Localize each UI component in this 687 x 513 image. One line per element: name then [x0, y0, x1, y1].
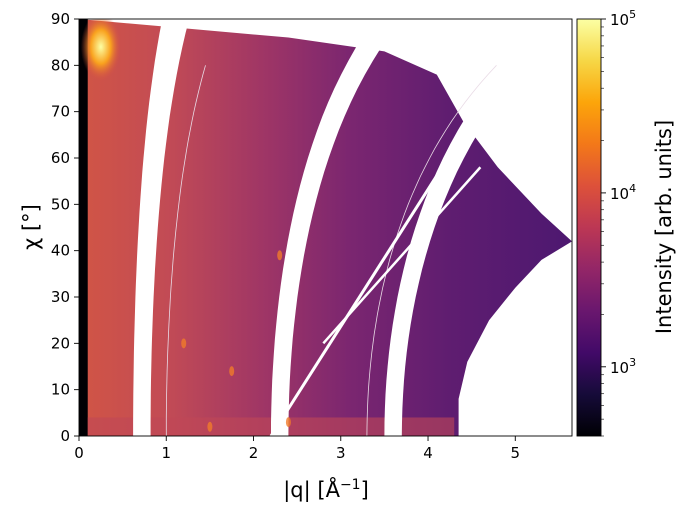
detector-gap — [271, 19, 402, 436]
colorbar-label: Intensity [arb. units] — [652, 120, 676, 334]
horizon-band — [87, 417, 455, 436]
y-tick-label: 10 — [51, 381, 70, 399]
colorbar-ticks: 103 104 105 — [601, 8, 636, 437]
y-tick-label: 90 — [51, 10, 70, 28]
module-boundary — [366, 65, 497, 436]
y-tick-label: 30 — [51, 288, 70, 306]
y-tick-label: 0 — [60, 427, 70, 445]
detector-gap — [384, 19, 572, 436]
module-boundary — [165, 65, 206, 436]
x-tick-label: 0 — [74, 444, 84, 462]
y-tick-label: 60 — [51, 149, 70, 167]
y-tick-label: 50 — [51, 195, 70, 213]
colorbar — [576, 18, 602, 437]
x-axis: 0 1 2 3 4 5 — [74, 436, 520, 462]
peak — [229, 366, 235, 377]
heatmap-image — [79, 19, 572, 436]
y-tick-label: 20 — [51, 334, 70, 352]
x-tick-label: 5 — [511, 444, 521, 462]
x-axis-label-sup: −1 — [340, 477, 361, 493]
x-tick-label: 3 — [336, 444, 346, 462]
beamstop-strip — [79, 19, 88, 436]
y-tick-label: 40 — [51, 242, 70, 260]
detector-edge — [322, 166, 482, 345]
x-tick-label: 1 — [161, 444, 171, 462]
y-axis: 0 10 20 30 40 50 60 70 80 90 — [51, 10, 79, 445]
y-tick-label: 80 — [51, 56, 70, 74]
plot-frame — [78, 18, 573, 437]
peak — [285, 417, 291, 428]
peak — [207, 421, 213, 432]
x-tick-label: 2 — [249, 444, 259, 462]
detector-gap — [133, 19, 190, 436]
x-tick-label: 4 — [423, 444, 433, 462]
peak — [277, 250, 283, 261]
colorbar-tick-label: 105 — [610, 8, 636, 29]
y-axis-label: χ [°] — [19, 204, 43, 250]
x-axis-label-main: |q| [Å — [283, 476, 340, 503]
x-axis-label-end: ] — [361, 478, 369, 502]
heatmap-region — [79, 19, 572, 436]
colorbar-tick-label: 103 — [610, 356, 636, 377]
peak — [181, 338, 187, 349]
detector-edge — [269, 120, 473, 436]
y-tick-label: 70 — [51, 103, 70, 121]
x-axis-label: |q| [Å−1] — [283, 476, 369, 503]
colorbar-tick-label: 104 — [610, 182, 636, 203]
hotspot — [80, 19, 121, 81]
